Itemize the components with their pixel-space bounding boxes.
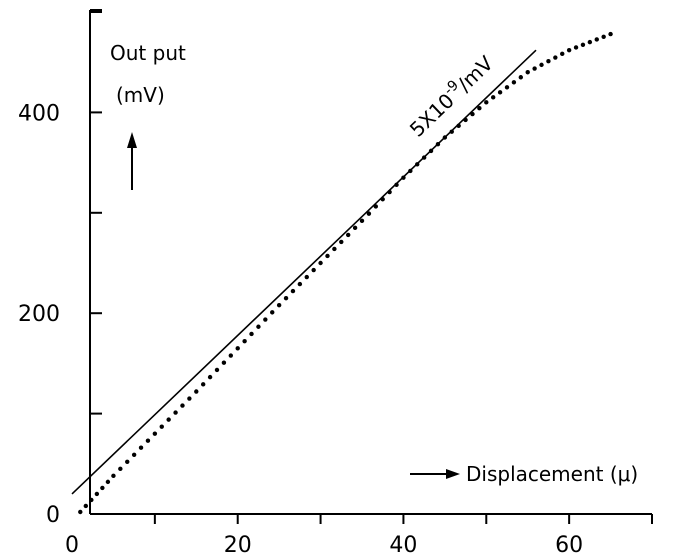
series-measured-point xyxy=(159,424,164,429)
series-measured-point xyxy=(83,503,89,509)
series-measured-point xyxy=(207,374,213,380)
x-tick-label: 20 xyxy=(224,533,252,554)
series-measured-point xyxy=(415,162,420,167)
series-measured-point xyxy=(125,459,130,464)
series-measured-point xyxy=(270,310,275,315)
axes xyxy=(89,9,652,515)
series-measured-point xyxy=(221,360,227,365)
series-measured-point xyxy=(373,204,379,209)
series-measured-point xyxy=(525,70,530,75)
series-measured-point xyxy=(366,211,372,216)
x-tick-label: 60 xyxy=(555,533,583,554)
series-measured-point xyxy=(194,389,199,394)
series-measured-point xyxy=(484,100,489,105)
series-measured-point xyxy=(131,452,137,457)
series-measured-point xyxy=(105,479,111,485)
svg-text:5X10-9/mV: 5X10-9/mV xyxy=(403,50,498,142)
series-measured-point xyxy=(560,51,565,57)
series-measured-point xyxy=(601,34,606,39)
series-measured-point xyxy=(89,497,94,503)
series-measured-point xyxy=(304,274,309,280)
series-measured-point xyxy=(359,218,365,224)
series-measured-point xyxy=(449,129,454,134)
series-measured-point xyxy=(456,123,461,128)
y-axis-label-line-2: (mV) xyxy=(116,83,165,107)
series-measured-point xyxy=(539,62,544,68)
series-measured-point xyxy=(180,403,185,408)
x-axis-label: Displacement (μ) xyxy=(466,462,638,486)
series-measured-point xyxy=(94,491,100,497)
series-measured-point xyxy=(566,47,572,53)
series-measured-point xyxy=(318,260,323,266)
series-measured-point xyxy=(228,353,234,358)
y-tick-label: 400 xyxy=(18,101,60,126)
series-measured-point xyxy=(608,31,613,37)
series-measured-point xyxy=(276,302,282,308)
series-measured-point xyxy=(511,80,517,85)
series-measured-point xyxy=(173,410,178,415)
series-measured-point xyxy=(345,232,351,238)
series-measured-point xyxy=(387,189,392,195)
series-measured-point xyxy=(573,45,579,50)
x-axis-right-arrow xyxy=(410,469,460,479)
series-measured-point xyxy=(311,267,316,273)
series-measured-point xyxy=(380,197,385,202)
series-measured-point xyxy=(532,66,537,71)
series-reference-line xyxy=(71,49,537,495)
series-measured-point xyxy=(428,148,434,154)
y-tick-label: 0 xyxy=(46,503,60,528)
y-tick-label: 200 xyxy=(18,302,60,327)
series-measured-point xyxy=(118,466,123,472)
series-measured-point xyxy=(256,324,261,329)
series-measured-point xyxy=(594,37,599,42)
series-layer xyxy=(71,31,613,515)
series-measured-point xyxy=(394,182,399,188)
series-measured-point xyxy=(580,42,586,47)
series-measured-point xyxy=(283,295,289,301)
ticks: 0 20 40 60 0 200 400 xyxy=(18,11,653,554)
x-tick-label: 40 xyxy=(389,533,417,554)
series-measured-point xyxy=(242,338,247,344)
y-axis-label-line-1: Out put xyxy=(110,41,186,65)
series-measured-point xyxy=(352,225,358,231)
series-measured-point xyxy=(339,239,344,245)
series-measured-point xyxy=(497,90,503,95)
series-measured-point xyxy=(435,141,441,147)
series-measured-point xyxy=(145,438,151,443)
series-measured-point xyxy=(401,175,406,180)
series-measured-point xyxy=(78,509,83,515)
series-measured-point xyxy=(187,396,192,401)
series-measured-point xyxy=(546,58,551,64)
series-measured-point xyxy=(477,106,482,111)
series-measured-point xyxy=(442,135,448,140)
series-measured-point xyxy=(325,253,330,259)
series-measured-point xyxy=(235,346,240,351)
y-axis-up-arrow xyxy=(127,132,137,190)
series-measured-point xyxy=(152,431,158,436)
x-tick-label: 0 xyxy=(65,533,79,554)
series-measured-point xyxy=(138,445,144,450)
series-measured-point xyxy=(200,382,206,387)
series-measured-point xyxy=(463,117,468,123)
series-measured-point xyxy=(297,281,303,287)
series-measured-point xyxy=(166,417,171,422)
series-measured-point xyxy=(518,75,524,80)
series-measured-point xyxy=(421,155,427,160)
series-measured-point xyxy=(553,55,558,60)
series-measured-point xyxy=(587,39,593,45)
series-measured-point xyxy=(111,473,116,479)
reference-line-annotation: 5X10-9/mV xyxy=(403,50,498,142)
series-measured-point xyxy=(490,95,496,100)
series-measured-point xyxy=(214,367,220,373)
series-measured-point xyxy=(290,288,296,294)
series-measured-point xyxy=(408,168,413,174)
series-measured-point xyxy=(504,85,510,90)
series-measured-point xyxy=(332,246,337,252)
series-measured-point xyxy=(100,485,105,491)
series-measured-point xyxy=(470,111,475,117)
series-measured-point xyxy=(249,331,254,337)
series-measured-point xyxy=(263,317,268,322)
